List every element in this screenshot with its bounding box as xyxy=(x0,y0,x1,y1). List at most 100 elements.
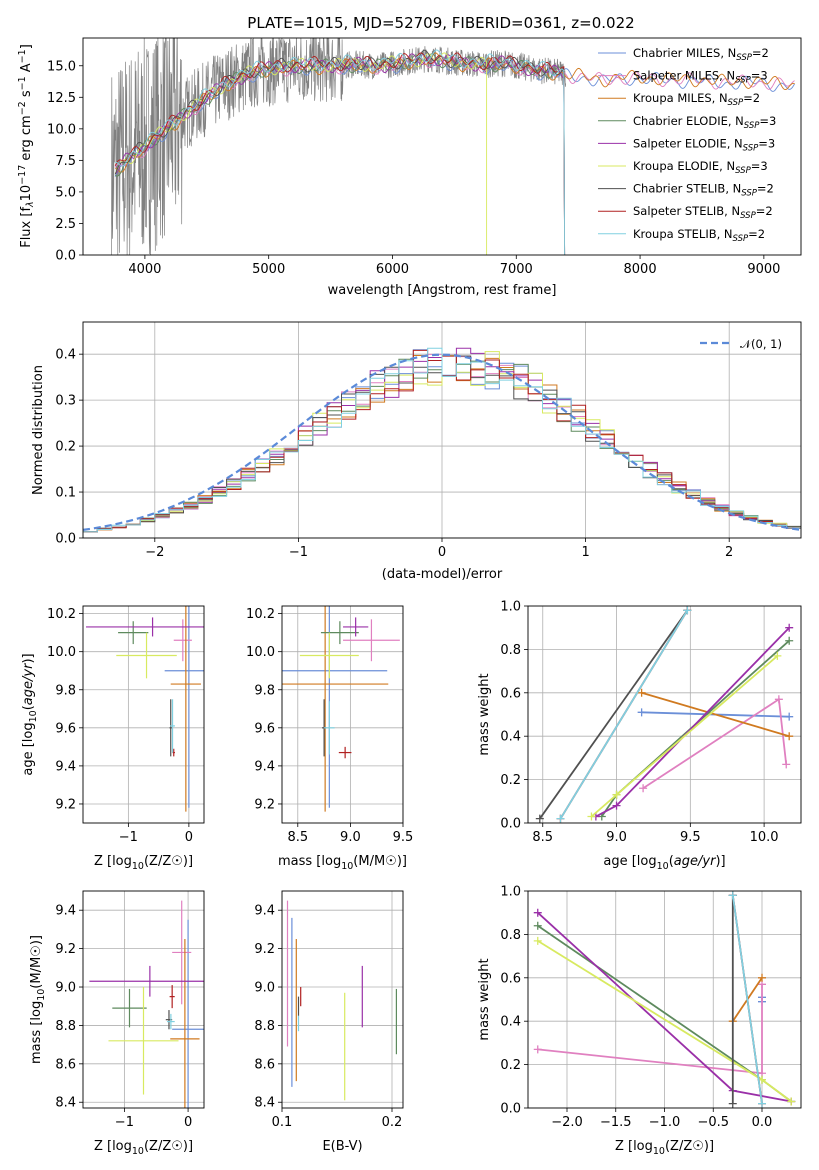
age-weight-marker xyxy=(782,760,791,769)
residuals-xtick-label: 2 xyxy=(725,545,733,560)
legend-entry: Salpeter ELODIE, NSSP=3 xyxy=(633,136,775,153)
z-mass-frame xyxy=(82,890,205,1109)
ebv-mass-xtick-label: 0.1 xyxy=(272,1115,293,1130)
spectrum-ytick-label: 15.0 xyxy=(47,59,76,74)
age-weight-plot xyxy=(528,606,801,823)
legend-sub: SSP xyxy=(728,98,744,108)
z-mass-xlabel-rest: (Z/Z☉)] xyxy=(144,1139,193,1154)
spectrum-ylabel-part: λ xyxy=(25,201,36,208)
z-age-ylabel-end: )] xyxy=(21,653,36,663)
residuals-frame xyxy=(82,321,802,539)
spectrum-ytick-label: 5.0 xyxy=(55,185,76,200)
legend-sub: SSP xyxy=(735,76,751,86)
z-weight-marker xyxy=(533,908,542,917)
legend-nssp: =2 xyxy=(752,46,769,60)
residuals-xtick-label: 0 xyxy=(438,545,446,560)
z-age-ytick-label: 9.6 xyxy=(55,721,76,736)
z-mass-xtick-label: −1 xyxy=(115,1115,134,1130)
z-weight-ytick-label: 0.6 xyxy=(500,971,521,986)
legend-model: Salpeter STELIB, N xyxy=(633,204,740,218)
spectrum-ylabel-part: erg cm xyxy=(19,115,34,164)
z-weight-xlabel-rest: (Z/Z☉)] xyxy=(665,1139,714,1154)
z-mass-ylabel-rest: (M/M☉)] xyxy=(29,935,44,989)
spectrum-ytick-label: 10.0 xyxy=(47,122,76,137)
residuals-ytick-label: 0.3 xyxy=(55,394,76,409)
legend-entry: Salpeter STELIB, NSSP=2 xyxy=(633,204,773,221)
mass-age-point xyxy=(320,621,359,645)
z-mass-axes: −1 08.48.68.89.09.29.4Z [log10(Z/Z☉)]mass… xyxy=(29,890,205,1157)
age-weight-marker xyxy=(774,695,783,704)
z-weight-axes: −2.0 −1.5 −1.0 −0.5 0.0 0.0 0.2 0.4 0.6 0.8 1.0 Z [… xyxy=(477,885,802,1157)
legend-entry: Chabrier ELODIE, NSSP=3 xyxy=(633,114,776,131)
z-mass-ytick-label: 8.6 xyxy=(55,1057,76,1072)
age-weight-marker xyxy=(639,784,648,793)
legend-nssp: =2 xyxy=(743,91,760,105)
mass-age-xlabel-rest: (M/M☉)] xyxy=(353,854,407,869)
z-age-ylabel-part: age [log xyxy=(21,722,36,775)
z-weight-ytick-label: 0.4 xyxy=(500,1015,521,1030)
spectrum-xtick-label: 4000 xyxy=(128,262,161,277)
z-mass-point xyxy=(169,985,175,1009)
mass-age-plot xyxy=(282,606,403,823)
z-age-ytick-label: 9.8 xyxy=(55,683,76,698)
z-age-xlabel-sub: 10 xyxy=(132,861,144,872)
legend-model: Chabrier MILES, N xyxy=(633,46,736,60)
spectrum-xtick-label: 8000 xyxy=(624,262,657,277)
data-spectrum xyxy=(111,38,567,255)
legend-model: Chabrier STELIB, N xyxy=(633,182,741,196)
spectrum-ytick-label: 2.5 xyxy=(55,217,76,232)
age-weight-marker xyxy=(683,606,692,615)
age-weight-marker xyxy=(587,812,596,821)
z-weight-ytick-label: 0.8 xyxy=(500,928,521,943)
age-weight-xtick-label: 9.0 xyxy=(606,830,627,845)
legend-sub: SSP xyxy=(733,234,749,244)
mass-age-ytick-label: 9.4 xyxy=(254,759,275,774)
legend-sub: SSP xyxy=(736,53,752,63)
age-weight-xlabel-var2: yr xyxy=(701,854,717,869)
z-mass-point xyxy=(89,965,204,997)
ebv-mass-ytick-label: 8.6 xyxy=(254,1057,275,1072)
z-age-xlabel-part: Z [log xyxy=(94,854,132,869)
z-weight-xlabel: Z [log10(Z/Z☉)] xyxy=(615,1139,714,1157)
residuals-ylabel: Normed distribution xyxy=(31,365,46,495)
z-mass-plot xyxy=(83,891,204,1108)
mass-age-point xyxy=(282,606,389,812)
z-age-ylabel-var: age/ xyxy=(21,675,36,705)
mass-age-grid xyxy=(282,606,403,823)
z-age-point xyxy=(169,699,172,757)
legend-entry: Salpeter MILES, NSSP=3 xyxy=(633,69,768,86)
z-mass-ytick-label: 9.2 xyxy=(55,942,76,957)
mass-age-point xyxy=(343,617,369,637)
mass-age-axes: 8.5 9.0 9.5 9.2 9.4 9.6 9.8 10.0 10.2 mass [log10… xyxy=(246,605,414,872)
model-spectrum-kroupa-stelib xyxy=(115,49,566,255)
age-weight-ytick-label: 0.4 xyxy=(500,730,521,745)
z-weight-marker xyxy=(758,1099,766,1108)
residuals-ytick-label: 0.2 xyxy=(55,440,76,455)
legend-nssp: =3 xyxy=(758,136,775,150)
mass-age-point xyxy=(343,619,400,662)
residuals-axes: −2 −1 0 1 2 0.0 0.1 0.2 0.3 0.4 𝒩(0, 1) (data-model… xyxy=(31,321,802,582)
z-weight-ytick-label: 1.0 xyxy=(500,885,521,900)
spectrum-ylabel: Flux [fλ10−17 erg cm−2 s−1 A−1] xyxy=(17,44,36,248)
spectrum-xtick-label: 9000 xyxy=(747,262,780,277)
z-age-point xyxy=(86,617,204,637)
age-weight-marker xyxy=(785,623,794,632)
mass-age-xtick-label: 8.5 xyxy=(287,830,308,845)
mass-age-xtick-label: 9.5 xyxy=(393,830,414,845)
ebv-mass-plot xyxy=(282,891,403,1108)
spectrum-ytick-label: 7.5 xyxy=(55,154,76,169)
z-age-ylabel-var2: yr xyxy=(21,662,36,678)
age-weight-xtick-label: 10.0 xyxy=(750,830,779,845)
age-weight-ytick-label: 0.2 xyxy=(500,773,521,788)
legend-nssp: =3 xyxy=(751,69,768,83)
legend-sub: SSP xyxy=(735,166,751,176)
z-weight-xtick-label: −2.0 xyxy=(551,1115,583,1130)
z-mass-xlabel-sub: 10 xyxy=(132,1146,144,1157)
z-weight-marker xyxy=(728,891,737,900)
z-age-point xyxy=(164,606,204,808)
z-mass-ylabel: mass [log10(M/M☉)] xyxy=(29,935,47,1064)
ebv-mass-frame xyxy=(281,890,404,1109)
residuals-ytick-label: 0.4 xyxy=(55,348,76,363)
legend-model: Chabrier ELODIE, N xyxy=(633,114,744,128)
